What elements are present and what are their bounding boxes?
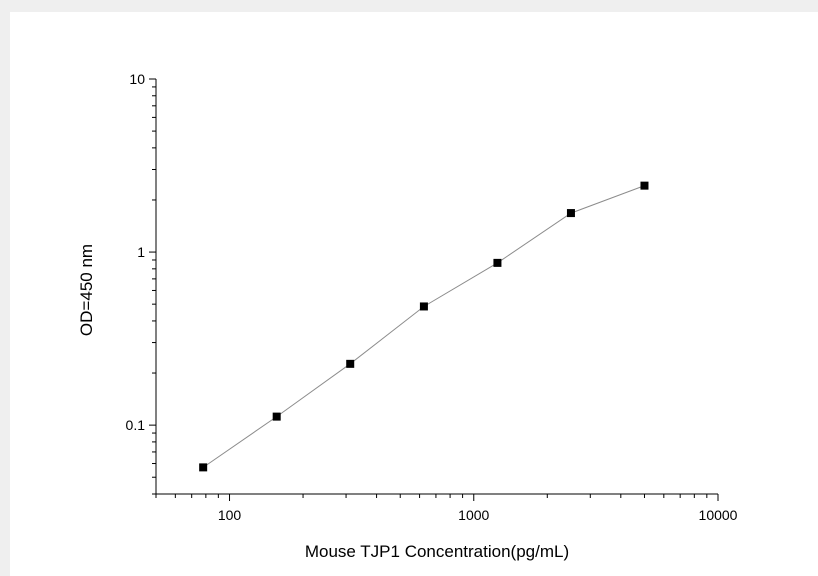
x-axis-title: Mouse TJP1 Concentration(pg/mL)	[305, 542, 569, 561]
series-line	[202, 185, 645, 468]
x-tick-label: 100	[218, 507, 242, 523]
data-point	[640, 181, 649, 190]
data-point	[419, 302, 428, 311]
x-tick-label: 10000	[699, 507, 738, 523]
chart-frame	[10, 12, 818, 576]
y-tick-label: 1	[137, 244, 145, 260]
y-tick-label: 0.1	[126, 417, 146, 433]
data-point	[199, 463, 208, 472]
series-layer	[199, 181, 649, 472]
axes: 100 1000 10000 0.1 1 10	[126, 71, 738, 523]
data-point	[272, 412, 281, 421]
y-axis-title: OD=450 nm	[77, 244, 96, 336]
x-tick-label: 1000	[458, 507, 489, 523]
y-tick-label: 10	[129, 71, 145, 87]
data-point	[346, 359, 355, 368]
data-point	[566, 209, 575, 218]
data-point	[493, 258, 502, 267]
